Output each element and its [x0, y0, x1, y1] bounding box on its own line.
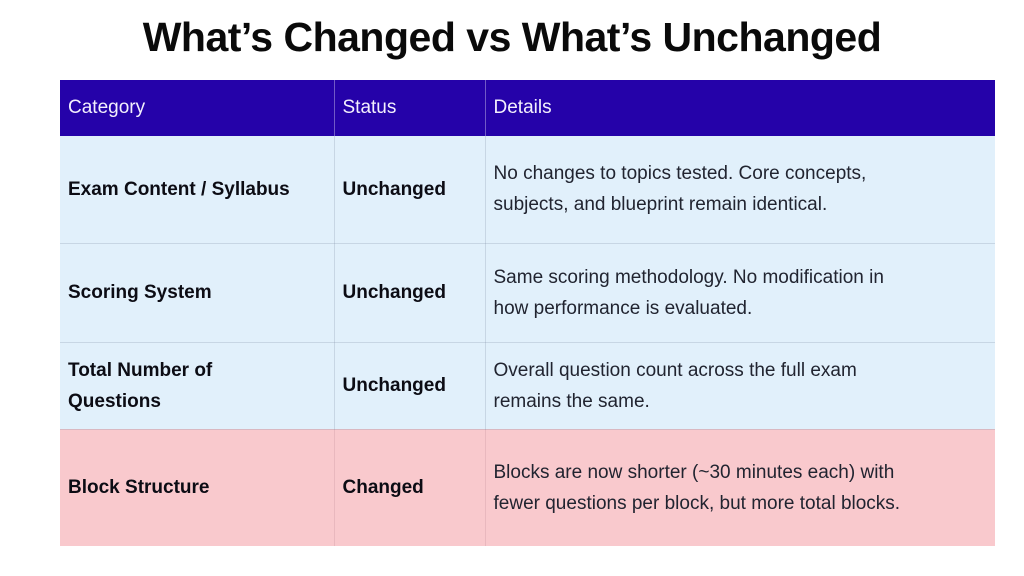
header-details: Details — [485, 80, 995, 136]
category-cell: Total Number of Questions — [60, 342, 335, 430]
changes-table: Category Status Details Exam Content / S… — [60, 80, 995, 546]
status-cell: Changed — [334, 429, 486, 546]
header-category: Category — [60, 80, 335, 136]
header-status: Status — [334, 80, 486, 136]
table-row: Scoring System Unchanged Same scoring me… — [60, 243, 995, 343]
table-header: Category Status Details — [60, 80, 995, 136]
status-cell: Unchanged — [334, 136, 486, 244]
table-row: Total Number of Questions Unchanged Over… — [60, 342, 995, 430]
status-cell: Unchanged — [334, 243, 486, 343]
details-cell: Blocks are now shorter (~30 minutes each… — [485, 429, 995, 546]
details-cell: Overall question count across the full e… — [485, 342, 995, 430]
table-row: Exam Content / Syllabus Unchanged No cha… — [60, 136, 995, 244]
category-cell: Exam Content / Syllabus — [60, 136, 335, 244]
table-row: Block Structure Changed Blocks are now s… — [60, 429, 995, 546]
page-title: What’s Changed vs What’s Unchanged — [142, 14, 882, 60]
details-cell: No changes to topics tested. Core concep… — [485, 136, 995, 244]
header-row: Category Status Details — [60, 80, 995, 136]
category-cell: Block Structure — [60, 429, 335, 546]
status-cell: Unchanged — [334, 342, 486, 430]
details-cell: Same scoring methodology. No modificatio… — [485, 243, 995, 343]
category-cell: Scoring System — [60, 243, 335, 343]
table-body: Exam Content / Syllabus Unchanged No cha… — [60, 136, 995, 546]
